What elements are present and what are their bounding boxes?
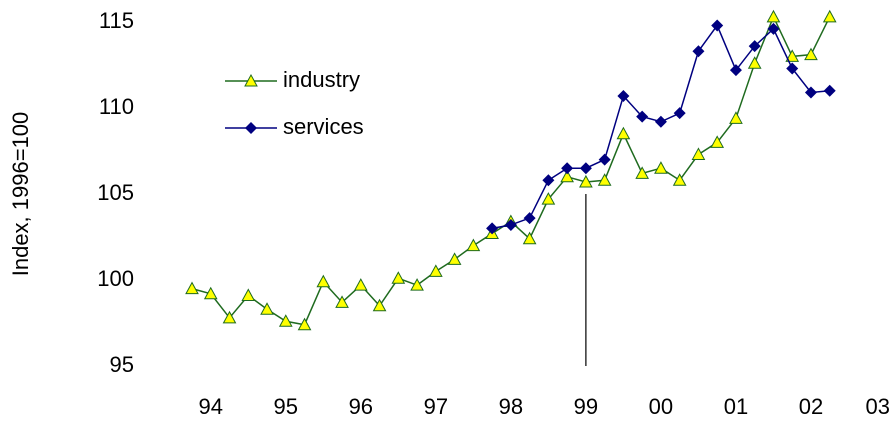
x-tick-label: 94 xyxy=(199,394,223,419)
triangle-marker xyxy=(297,317,312,331)
triangle-marker xyxy=(672,173,687,186)
triangle-marker xyxy=(616,126,631,140)
diamond-marker xyxy=(767,22,780,35)
triangle-marker xyxy=(560,169,574,183)
diamond-marker xyxy=(692,45,705,58)
triangle-marker xyxy=(654,161,668,174)
y-tick-label: 115 xyxy=(99,8,134,33)
x-tick-label: 02 xyxy=(799,394,823,419)
triangle-marker xyxy=(747,56,762,69)
x-tick-label: 03 xyxy=(866,394,890,419)
x-tick-label: 96 xyxy=(349,394,373,419)
triangle-marker xyxy=(785,49,800,62)
diamond-marker xyxy=(542,174,555,187)
diamond-marker xyxy=(711,19,724,32)
y-tick-label: 105 xyxy=(97,180,134,205)
diamond-marker xyxy=(579,162,592,175)
diamond-marker xyxy=(786,62,799,75)
triangle-marker xyxy=(260,302,274,315)
diamond-marker xyxy=(654,115,667,128)
triangle-marker xyxy=(391,271,406,284)
diamond-marker xyxy=(617,89,630,102)
diamond-marker xyxy=(729,64,742,77)
triangle-marker xyxy=(729,111,743,124)
triangle-marker xyxy=(804,47,818,61)
triangle-marker xyxy=(822,9,837,23)
x-tick-label: 01 xyxy=(724,394,748,419)
diamond-marker xyxy=(804,86,817,99)
triangle-marker xyxy=(635,166,650,179)
y-axis-label: Index, 1996=100 xyxy=(8,112,33,277)
triangle-marker xyxy=(597,173,612,186)
x-tick-label: 99 xyxy=(574,394,598,419)
x-tick-label: 98 xyxy=(499,394,523,419)
triangle-marker xyxy=(428,264,443,277)
triangle-marker xyxy=(691,147,706,160)
triangle-marker xyxy=(244,73,258,87)
x-tick-label: 00 xyxy=(649,394,673,419)
triangle-marker xyxy=(203,286,218,300)
triangle-marker xyxy=(579,174,593,188)
diamond-marker xyxy=(823,84,836,97)
diamond-marker xyxy=(673,107,686,120)
triangle-marker xyxy=(466,238,481,252)
triangle-marker xyxy=(541,192,556,205)
series-line xyxy=(191,14,831,326)
triangle-marker xyxy=(241,288,256,301)
legend-label: industry xyxy=(283,67,360,92)
y-tick-label: 100 xyxy=(97,266,134,291)
triangle-marker xyxy=(766,9,781,23)
diamond-marker xyxy=(486,222,499,235)
diamond-marker xyxy=(245,122,257,134)
diamond-marker xyxy=(561,162,574,175)
y-tick-label: 95 xyxy=(110,352,134,377)
triangle-marker xyxy=(410,278,424,291)
triangle-marker xyxy=(316,274,331,288)
x-tick-label: 97 xyxy=(424,394,448,419)
diamond-marker xyxy=(636,110,649,123)
y-tick-label: 110 xyxy=(99,94,134,119)
diamond-marker xyxy=(504,218,517,231)
x-tick-label: 95 xyxy=(274,394,298,419)
diamond-marker xyxy=(523,212,536,225)
diamond-marker xyxy=(598,153,611,166)
legend-label: services xyxy=(283,114,364,139)
triangle-marker xyxy=(185,281,199,295)
triangle-marker xyxy=(222,310,237,324)
triangle-marker xyxy=(372,298,387,312)
triangle-marker xyxy=(522,231,537,245)
triangle-marker xyxy=(710,135,725,148)
triangle-marker xyxy=(353,278,368,291)
triangle-marker xyxy=(447,252,462,265)
triangle-marker xyxy=(335,295,349,308)
diamond-marker xyxy=(748,40,761,53)
triangle-marker xyxy=(278,314,293,327)
